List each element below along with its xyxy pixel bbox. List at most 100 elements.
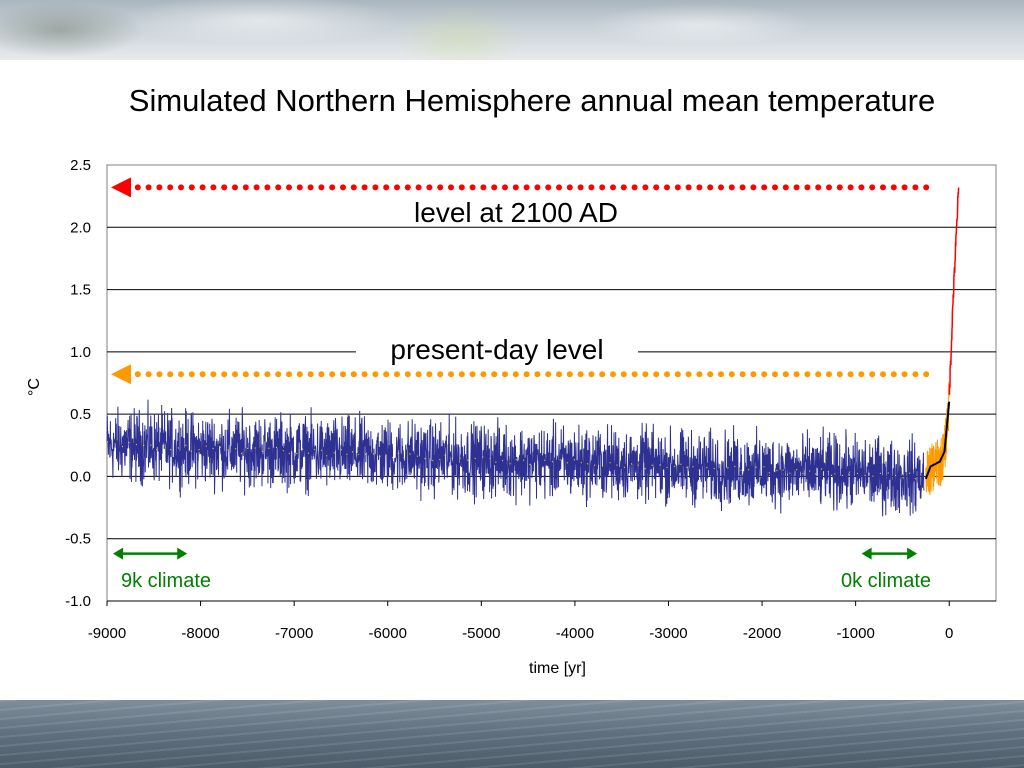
- present-day-dot: [858, 371, 865, 378]
- present-day-dot: [836, 371, 843, 378]
- present-day-dot: [458, 371, 465, 378]
- y-tick-label: 1.5: [70, 282, 91, 299]
- plot-area: [106, 164, 997, 602]
- level-2100-dot: [232, 184, 238, 191]
- present-day-dot: [469, 371, 476, 378]
- present-day-dot: [728, 371, 735, 378]
- x-tick-label: -9000: [88, 625, 126, 642]
- present-day-dot: [826, 371, 832, 378]
- present-day-dot: [869, 371, 876, 378]
- level-2100-dot: [858, 184, 865, 191]
- present-day-dot: [232, 371, 238, 378]
- present-day-dot: [296, 371, 303, 378]
- level-2100-dot: [772, 184, 778, 191]
- x-tick-label: -8000: [181, 625, 219, 642]
- level-2100-dot: [296, 184, 303, 191]
- level-2100-dot: [696, 184, 703, 191]
- present-day-dot: [253, 371, 260, 378]
- present-day-dot: [502, 371, 508, 378]
- level-2100-dot: [793, 184, 800, 191]
- present-day-label-bg: [356, 330, 638, 370]
- level-2100-dot: [275, 184, 282, 191]
- level-2100-dot: [512, 184, 519, 191]
- level-2100-dot: [480, 184, 487, 191]
- present-day-dot: [599, 371, 606, 378]
- level-2100-dot: [188, 184, 195, 191]
- header-photo-banner: [0, 0, 1024, 60]
- level-2100-dot: [437, 184, 444, 191]
- level-2100-dot: [491, 184, 498, 191]
- level-2100-dot: [826, 184, 832, 191]
- present-day-dot: [394, 371, 400, 378]
- level-2100-dot: [448, 184, 454, 191]
- present-day-arrowhead: [111, 364, 131, 385]
- x-tick-label: -5000: [462, 625, 500, 642]
- level-2100-dot: [167, 184, 174, 191]
- y-tick-label: -1.0: [65, 593, 91, 610]
- present-day-dot: [178, 371, 184, 378]
- level-2100-dot: [804, 184, 811, 191]
- series-group: [106, 187, 960, 517]
- present-day-dot: [890, 371, 897, 378]
- level-2100-dot: [923, 184, 930, 191]
- present-day-dot: [437, 371, 444, 378]
- level-2100-dot: [199, 184, 206, 191]
- present-day-dot: [534, 371, 541, 378]
- present-day-dot: [340, 371, 346, 378]
- present-day-dot: [880, 371, 886, 378]
- level-2100-dot: [134, 184, 141, 191]
- level-2100-dot: [815, 184, 822, 191]
- level-2100-dot: [404, 184, 411, 191]
- level-2100-dot: [631, 184, 638, 191]
- level-2100-dot: [307, 184, 314, 191]
- level-2100-dot: [912, 184, 919, 191]
- climate-9k-arrowhead-left: [113, 547, 123, 560]
- present-day-label: present-day level: [390, 334, 603, 365]
- present-day-dot: [512, 371, 519, 378]
- present-day-dot: [631, 371, 638, 378]
- x-tick-label: -3000: [649, 625, 687, 642]
- x-tick-label: -4000: [556, 625, 594, 642]
- present-day-dot: [318, 371, 325, 378]
- level-2100-arrowhead: [111, 177, 131, 198]
- present-day-dot: [815, 371, 822, 378]
- present-day-dot: [404, 371, 411, 378]
- level-2100-dot: [253, 184, 260, 191]
- level-2100-dot: [901, 184, 908, 191]
- present-day-dot: [523, 371, 530, 378]
- climate-0k-arrowhead-left: [861, 547, 872, 560]
- level-2100-dot: [372, 184, 379, 191]
- x-tick-label: -7000: [275, 625, 313, 642]
- present-day-dot: [761, 371, 768, 378]
- x-tick-label: -2000: [743, 625, 781, 642]
- present-day-dot: [221, 371, 228, 378]
- level-2100-label: level at 2100 AD: [414, 197, 618, 228]
- level-2100-dot: [577, 184, 584, 191]
- level-2100-dot: [242, 184, 249, 191]
- series-projection-red: [948, 187, 960, 395]
- present-day-dot: [718, 371, 724, 378]
- level-2100-dot: [545, 184, 552, 191]
- present-day-dot: [145, 371, 152, 378]
- level-2100-dot: [502, 184, 508, 191]
- level-2100-dot: [156, 184, 163, 191]
- present-day-dot: [588, 371, 595, 378]
- level-2100-dot: [556, 184, 562, 191]
- present-day-dot: [750, 371, 757, 378]
- present-day-dot: [448, 371, 454, 378]
- y-tick-label: 2.5: [70, 157, 91, 174]
- level-2100-dot: [145, 184, 152, 191]
- present-day-dot: [610, 371, 616, 378]
- level-2100-dot: [599, 184, 606, 191]
- present-day-dot: [491, 371, 498, 378]
- level-2100-dot: [847, 184, 854, 191]
- present-day-dot: [275, 371, 282, 378]
- present-day-dot: [696, 371, 703, 378]
- level-2100-dot: [664, 184, 670, 191]
- level-2100-dot: [350, 184, 357, 191]
- series-annual-blue: [106, 399, 925, 517]
- climate-9k-arrowhead-right: [177, 547, 188, 560]
- level-2100-dot: [361, 184, 368, 191]
- level-2100-dot: [880, 184, 886, 191]
- present-day-dot: [642, 371, 649, 378]
